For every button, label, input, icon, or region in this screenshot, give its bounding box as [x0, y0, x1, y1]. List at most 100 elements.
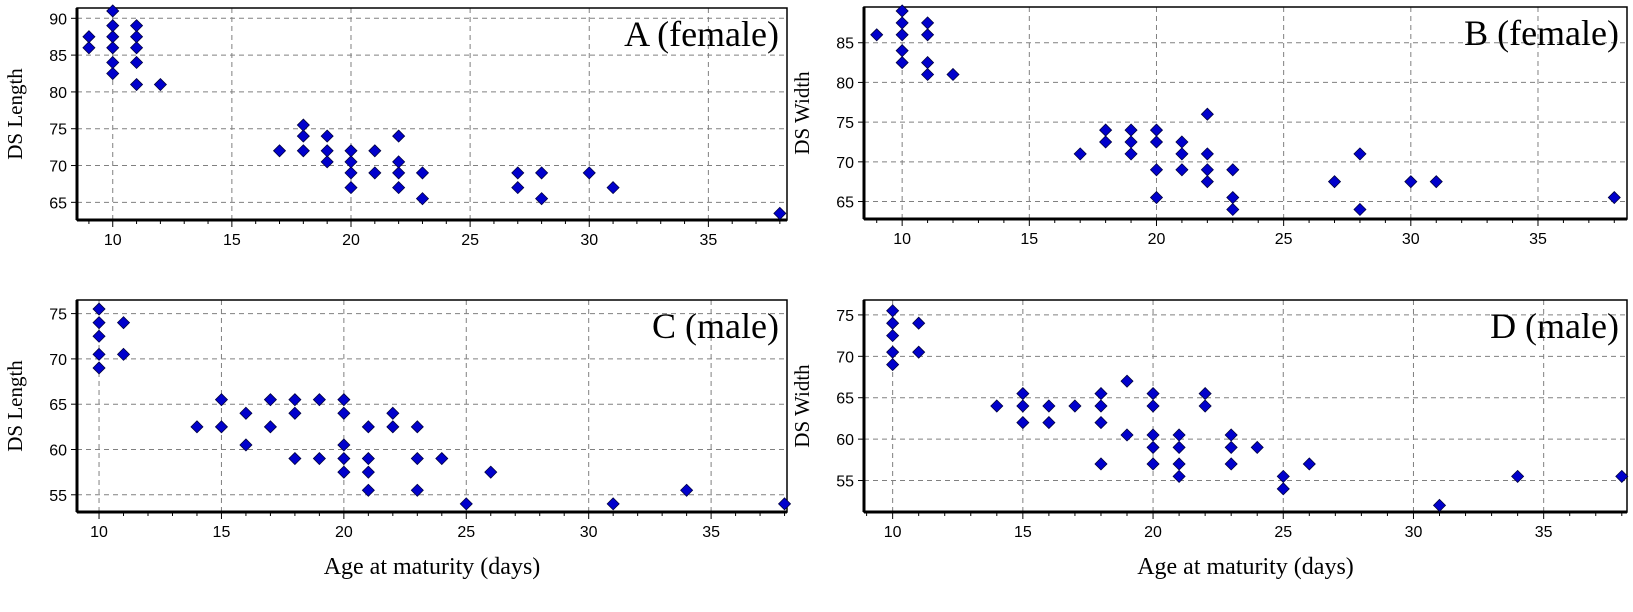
data-point: [106, 30, 120, 44]
data-point: [1276, 482, 1290, 496]
x-tick-label: 30: [1405, 524, 1423, 541]
panel-b: 10 15 20 25 30 35 65 70 75 80 85 DS Width B (female): [790, 4, 1628, 248]
data-point: [129, 77, 144, 92]
data-point: [886, 345, 900, 359]
x-tick-label: 15: [213, 524, 231, 541]
x-tick-label: 10: [884, 524, 902, 541]
data-point: [1607, 190, 1621, 205]
data-point: [129, 55, 144, 70]
data-point: [392, 166, 406, 180]
data-point: [1172, 440, 1186, 454]
data-point: [312, 451, 326, 466]
data-point: [410, 451, 424, 466]
data-point: [1432, 498, 1447, 512]
data-point: [106, 66, 120, 81]
data-point: [459, 497, 473, 511]
data-point: [116, 316, 131, 330]
points-b: [870, 4, 1621, 217]
data-point: [1149, 123, 1164, 137]
data-point: [1302, 457, 1316, 471]
data-point: [886, 329, 900, 343]
data-point: [1224, 457, 1238, 471]
y-tick-label: 60: [836, 432, 854, 449]
panel-c: 10 15 20 25 30 35 55 60 65 70 75 DS Length Age at ma…: [3, 299, 792, 580]
data-point: [1042, 399, 1056, 413]
data-point: [435, 451, 449, 466]
data-point: [1099, 135, 1113, 149]
y-tick-label: 75: [836, 115, 854, 132]
data-point: [921, 28, 935, 42]
y-tick-label: 65: [836, 195, 854, 212]
y-axis-label: DS Length: [3, 68, 27, 160]
data-point: [606, 181, 620, 195]
data-point: [1146, 440, 1160, 454]
y-axis-label: DS Width: [790, 364, 814, 448]
data-point: [1094, 387, 1108, 401]
data-point: [1073, 147, 1087, 161]
x-axis-label: Age at maturity (days): [1137, 554, 1354, 580]
data-point: [1175, 147, 1189, 161]
data-point: [190, 420, 204, 434]
x-tick-label: 25: [1275, 231, 1293, 248]
data-point: [680, 483, 694, 497]
x-tick-label: 15: [1020, 231, 1038, 248]
data-point: [895, 4, 909, 18]
y-tick-label: 70: [836, 349, 854, 366]
data-point: [320, 129, 334, 143]
data-point: [1146, 428, 1160, 442]
y-tick-label: 65: [49, 195, 67, 212]
data-point: [511, 181, 525, 195]
x-tick-label: 20: [342, 232, 360, 249]
data-point: [870, 28, 884, 42]
data-point: [1276, 469, 1290, 483]
data-point: [337, 465, 351, 479]
panel-d: 10 15 20 25 30 35 55 60 65 70 75 DS Width Age at mat…: [790, 299, 1629, 580]
data-point: [1200, 163, 1214, 177]
data-point: [239, 438, 253, 452]
data-point: [410, 420, 424, 434]
data-point: [1175, 135, 1189, 149]
data-point: [773, 206, 787, 220]
data-point: [1353, 202, 1367, 217]
data-point: [1353, 147, 1367, 161]
data-point: [582, 166, 596, 180]
data-point: [1120, 374, 1134, 388]
x-tick-label: 10: [104, 232, 122, 249]
data-point: [116, 347, 131, 361]
data-point: [1146, 457, 1160, 471]
data-point: [344, 155, 358, 169]
data-point: [337, 393, 351, 407]
data-point: [320, 144, 334, 158]
x-tick-label: 10: [893, 231, 911, 248]
data-point: [1016, 415, 1030, 430]
data-point: [1094, 457, 1108, 471]
x-tick-label: 35: [1535, 524, 1553, 541]
data-point: [1042, 415, 1056, 430]
data-point: [1175, 163, 1189, 177]
data-point: [1226, 202, 1240, 217]
data-point: [1198, 387, 1212, 401]
points-c: [92, 302, 792, 511]
x-tick-label: 25: [461, 232, 479, 249]
data-point: [129, 41, 144, 55]
data-point: [1511, 469, 1525, 483]
data-point: [361, 465, 375, 479]
data-point: [1094, 399, 1108, 413]
data-point: [1224, 440, 1238, 454]
panel-a: 10 15 20 25 30 35 65 70 75 80 85 90 DS Length A (fema…: [3, 4, 788, 249]
data-point: [1226, 163, 1240, 177]
x-tick-label: 30: [580, 232, 598, 249]
x-tick-label: 30: [1402, 231, 1420, 248]
x-tick-label: 15: [1014, 524, 1032, 541]
data-point: [511, 166, 525, 180]
data-point: [1124, 123, 1138, 137]
data-point: [1099, 123, 1113, 137]
data-point: [361, 483, 375, 497]
data-point: [1172, 469, 1186, 483]
data-point: [484, 465, 498, 479]
panel-title: A (female): [624, 14, 779, 54]
data-point: [296, 144, 310, 158]
data-point: [361, 420, 375, 434]
data-point: [214, 393, 229, 407]
